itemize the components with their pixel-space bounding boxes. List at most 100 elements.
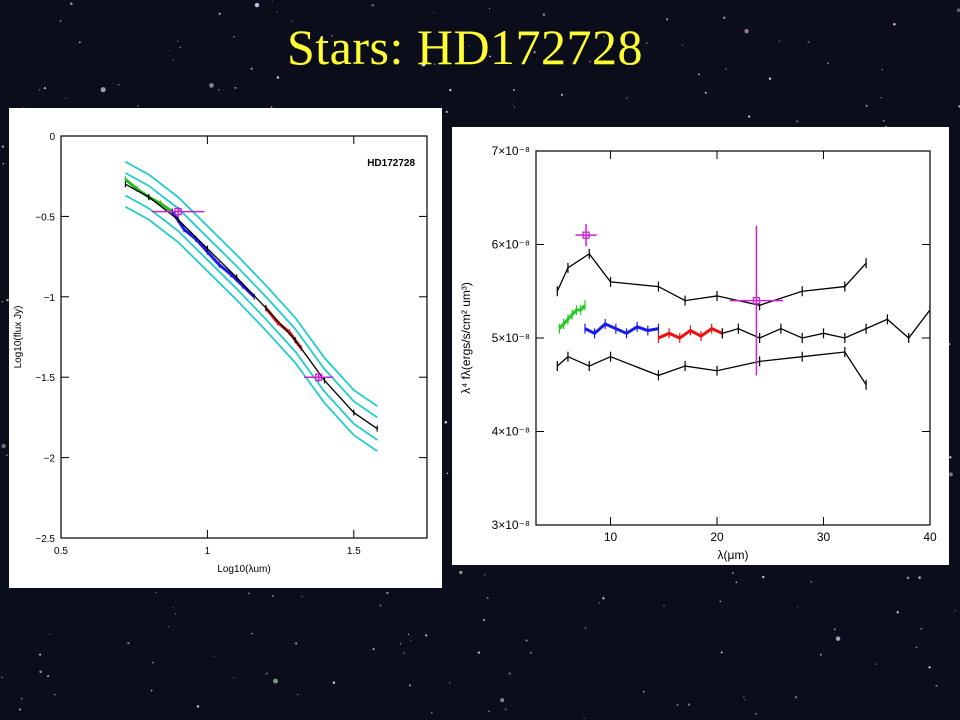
background-star — [127, 641, 130, 645]
background-star — [1, 676, 3, 679]
x-tick-label: 20 — [710, 530, 724, 544]
background-star — [174, 613, 176, 615]
y-tick-label: 7×10⁻⁸ — [492, 144, 530, 158]
background-star — [218, 12, 221, 15]
background-star — [881, 68, 884, 71]
background-star — [254, 2, 260, 8]
plot-frame — [60, 135, 428, 539]
background-star — [459, 570, 463, 575]
background-star — [407, 633, 410, 635]
background-star — [18, 708, 22, 711]
background-star — [379, 604, 382, 607]
background-star — [488, 7, 491, 10]
background-star — [372, 648, 375, 651]
background-star — [761, 575, 765, 579]
background-star — [1, 443, 6, 449]
y-axis-label: Log10(flux Jy) — [13, 306, 24, 369]
background-star — [421, 62, 426, 67]
background-star — [1, 145, 4, 148]
y-axis-label: λ⁴ fλ(ergs/s/cm² um³) — [459, 282, 473, 394]
photometry-point — [174, 207, 182, 216]
x-tick-label: 1.5 — [347, 546, 361, 557]
background-star — [248, 592, 250, 595]
background-star — [484, 574, 486, 576]
background-star — [589, 60, 592, 63]
background-star — [584, 627, 587, 629]
series-line-black — [556, 252, 867, 306]
background-star — [446, 472, 449, 475]
background-star — [150, 689, 153, 692]
x-tick-label: 10 — [604, 530, 618, 544]
background-star — [233, 677, 235, 679]
background-star — [483, 618, 486, 621]
background-star — [512, 103, 514, 105]
background-star — [209, 83, 214, 88]
background-star — [444, 421, 448, 424]
background-star — [513, 106, 515, 108]
background-star — [301, 596, 303, 598]
background-star — [343, 54, 347, 57]
background-star — [826, 62, 829, 65]
y-tick-label: 4×10⁻⁸ — [492, 425, 530, 439]
background-star — [179, 46, 181, 49]
background-star — [410, 639, 412, 642]
background-star — [743, 696, 745, 698]
background-star — [79, 41, 81, 43]
background-star — [117, 83, 120, 86]
background-star — [508, 672, 511, 675]
background-star — [663, 605, 665, 607]
background-star — [920, 628, 922, 630]
background-star — [399, 643, 402, 645]
series-line-blue — [171, 210, 256, 298]
right-chart-panel: 10 20 30 40 3×10⁻⁸ 4×10⁻⁸ 5×10⁻⁸ 6×10⁻⁸ 7×10⁻⁸ λ(… — [452, 127, 949, 565]
background-star — [291, 20, 293, 22]
star-name-annotation: HD172728 — [367, 158, 415, 169]
background-star — [735, 581, 738, 584]
y-tick-label: 3×10⁻⁸ — [492, 518, 530, 532]
background-star — [744, 699, 746, 701]
background-star — [642, 691, 645, 693]
background-star — [294, 46, 297, 49]
rayleigh-jeans-chart: 10 20 30 40 3×10⁻⁸ 4×10⁻⁸ 5×10⁻⁸ 6×10⁻⁸ 7×10⁻⁸ λ(… — [459, 144, 937, 562]
series-line-black — [125, 183, 378, 430]
background-star — [906, 576, 910, 580]
background-star — [525, 639, 528, 642]
background-star — [602, 596, 605, 600]
background-star — [331, 35, 333, 37]
background-star — [266, 672, 268, 675]
background-star — [949, 456, 952, 459]
background-star — [409, 684, 411, 687]
background-star — [666, 18, 669, 21]
background-star — [213, 655, 215, 657]
background-star — [560, 93, 564, 96]
background-star — [6, 454, 8, 457]
background-star — [462, 46, 465, 49]
background-star — [1, 300, 4, 303]
background-star — [748, 115, 751, 118]
background-star — [449, 88, 452, 92]
background-star — [233, 35, 235, 38]
y-tick-label: 6×10⁻⁸ — [492, 238, 530, 252]
background-star — [271, 0, 274, 1]
background-star — [697, 73, 701, 76]
series-line-black — [722, 309, 930, 339]
background-star — [486, 597, 489, 600]
model-envelope-line — [124, 172, 378, 419]
background-star — [723, 16, 726, 20]
background-star — [865, 104, 868, 107]
background-star — [43, 87, 46, 90]
background-star — [295, 642, 298, 645]
background-star — [273, 678, 278, 684]
photometry-point — [752, 296, 761, 305]
background-star — [512, 89, 515, 91]
y-tick-label: −0.5 — [35, 212, 55, 223]
background-star — [732, 572, 734, 574]
slide-title: Stars: HD172728 — [286, 19, 644, 75]
left-chart-panel: 0.5 1 1.5 0 −0.5 −1 −1.5 −2 −2.5 Log10(λum) Log10(… — [9, 108, 442, 588]
background-star — [880, 96, 882, 99]
background-star — [155, 592, 157, 594]
background-star — [430, 711, 433, 714]
background-star — [196, 705, 200, 708]
background-star — [948, 472, 953, 477]
background-star — [896, 611, 899, 614]
